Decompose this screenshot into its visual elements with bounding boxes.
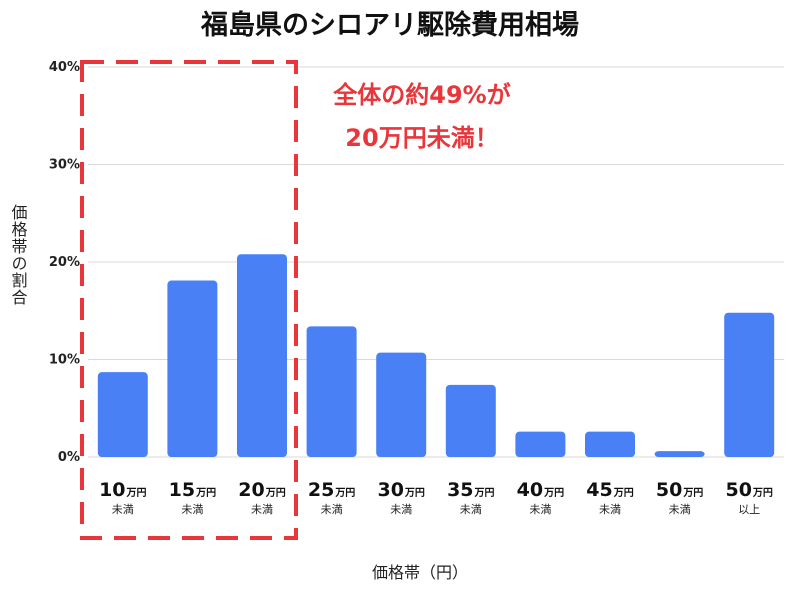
x-tick-sublabel: 以上 [738, 503, 760, 516]
x-tick-sublabel: 未満 [321, 503, 343, 516]
chart-title: 福島県のシロアリ駆除費用相場 [200, 9, 579, 41]
y-axis-ticks: 0% 10% 20% 30% 40% [49, 60, 80, 465]
bar [515, 431, 566, 457]
y-tick-label: 20% [49, 255, 80, 270]
x-tick-label: 20万円 [238, 479, 285, 501]
x-tick-sublabel: 未満 [181, 503, 203, 516]
x-tick-label: 40万円 [517, 479, 564, 501]
bar [306, 326, 357, 457]
x-tick-label: 10万円 [99, 479, 146, 501]
x-tick-label: 15万円 [169, 479, 216, 501]
bar [445, 384, 496, 457]
x-tick-label: 50万円 [656, 479, 703, 501]
y-tick-label: 30% [49, 158, 80, 173]
y-tick-label: 10% [49, 353, 80, 368]
bar [585, 431, 635, 457]
bar [376, 352, 427, 457]
x-tick-sublabel: 未満 [669, 503, 691, 516]
x-tick-label: 25万円 [308, 479, 355, 501]
x-tick-label: 50万円 [725, 479, 772, 501]
x-tick-label: 30万円 [377, 479, 424, 501]
x-tick-sublabel: 未満 [112, 503, 134, 516]
x-tick-sublabel: 未満 [251, 503, 273, 516]
highlight-box [80, 60, 298, 540]
bar [654, 451, 705, 457]
y-tick-label: 0% [58, 450, 80, 465]
y-tick-label: 40% [49, 60, 80, 75]
bars [97, 254, 775, 457]
bar [167, 280, 218, 457]
x-tick-label: 35万円 [447, 479, 494, 501]
x-tick-label: 45万円 [586, 479, 633, 501]
bar [724, 312, 775, 457]
callout-line-2: 20万円未満！ [345, 124, 498, 152]
x-tick-sublabel: 未満 [529, 503, 551, 516]
x-axis-label: 価格帯（円） [372, 563, 468, 582]
x-tick-sublabel: 未満 [599, 503, 621, 516]
bar [237, 254, 287, 457]
x-tick-sublabel: 未満 [390, 503, 412, 516]
x-tick-sublabel: 未満 [460, 503, 482, 516]
bar [97, 372, 148, 457]
y-axis-label: 価格帯の割合 [9, 204, 28, 306]
callout-line-1: 全体の約49%が [332, 81, 510, 109]
